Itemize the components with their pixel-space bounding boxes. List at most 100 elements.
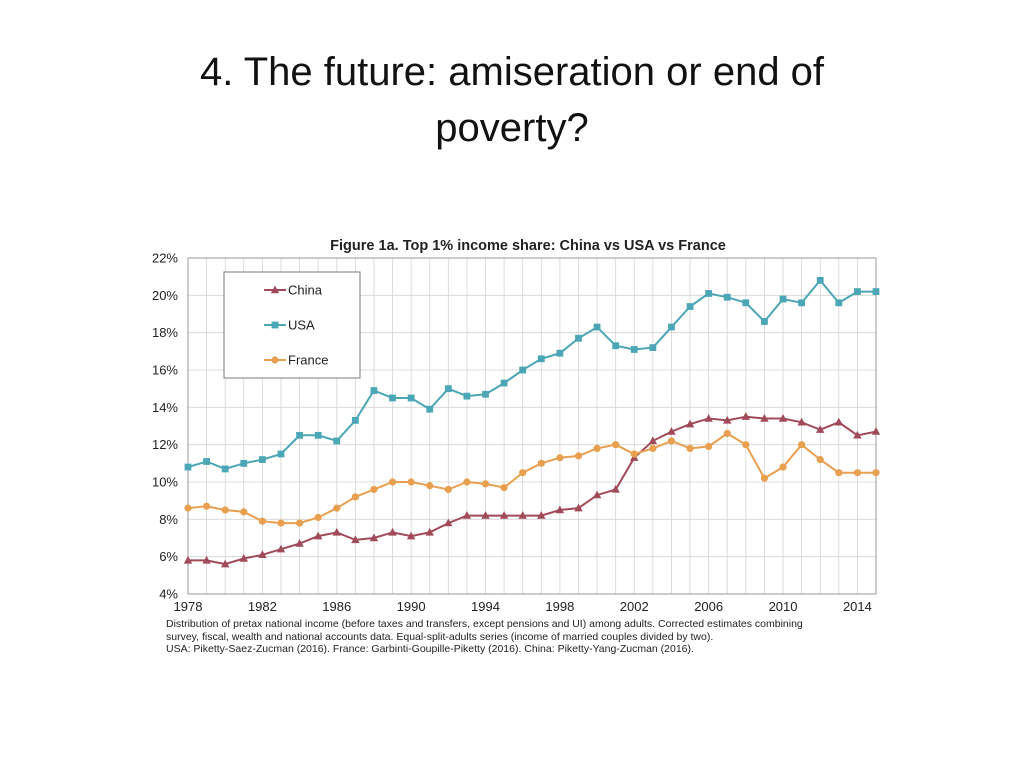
data-point-china <box>499 511 509 519</box>
data-point-usa <box>240 459 248 467</box>
y-tick-label: 14% <box>152 400 178 415</box>
x-tick-label: 2014 <box>843 599 872 614</box>
y-tick-label: 8% <box>159 512 178 527</box>
caption-line-1: Distribution of pretax national income (… <box>166 618 803 630</box>
data-point-usa <box>333 437 341 445</box>
data-point-china <box>425 527 434 536</box>
data-point-france <box>500 484 508 492</box>
x-tick-label: 2002 <box>620 599 649 614</box>
data-point-france <box>574 452 583 460</box>
data-point-china <box>295 539 304 547</box>
y-tick-label: 22% <box>152 251 178 266</box>
legend-label-france: France <box>288 353 328 368</box>
data-point-usa <box>686 303 694 310</box>
slide-title-line1: 4. The future: amiseration or end of <box>199 50 825 94</box>
axes: 4% 6% 8% 10% 12% 14% 16% 18% 20% 22% 1978 1982 1986 1… <box>152 251 877 614</box>
series-line-china <box>188 415 877 566</box>
y-tick-label: 6% <box>159 549 178 564</box>
data-point-france <box>872 469 880 477</box>
caption-line-2: survey, fiscal, wealth and national acco… <box>166 630 714 643</box>
x-tick-label: 1994 <box>471 599 500 614</box>
data-point-usa <box>296 431 303 439</box>
data-point-china <box>202 555 211 564</box>
data-point-france <box>593 444 601 452</box>
data-point-usa <box>723 293 731 301</box>
x-tick-label: 1990 <box>397 599 426 614</box>
data-point-france <box>221 506 229 514</box>
x-tick-label: 2006 <box>694 599 723 614</box>
data-point-france <box>519 469 527 477</box>
data-point-france <box>816 456 824 464</box>
x-tick-label: 1982 <box>248 599 277 614</box>
data-point-china <box>276 544 286 553</box>
data-point-china <box>313 531 323 540</box>
data-point-usa <box>203 458 210 465</box>
data-point-china <box>871 427 881 435</box>
data-point-china <box>574 503 583 512</box>
data-point-china <box>518 511 527 519</box>
data-point-france <box>277 519 285 527</box>
data-point-usa <box>612 342 620 350</box>
x-tick-label: 1978 <box>174 599 203 614</box>
series-china <box>183 412 881 568</box>
data-point-usa <box>389 394 396 402</box>
data-point-china <box>834 417 844 426</box>
data-point-usa <box>351 417 359 424</box>
data-point-france <box>537 459 545 467</box>
data-point-france <box>612 441 620 449</box>
data-point-france <box>202 502 211 510</box>
data-point-france <box>798 441 806 449</box>
data-point-usa <box>444 385 452 393</box>
data-point-france <box>835 469 843 477</box>
y-tick-label: 10% <box>152 475 178 490</box>
data-point-france <box>779 463 787 471</box>
data-point-france <box>388 478 397 486</box>
data-point-china <box>778 414 788 422</box>
data-point-france <box>556 454 564 462</box>
data-point-usa <box>649 344 657 351</box>
data-point-china <box>555 505 565 514</box>
data-point-france <box>705 442 713 451</box>
income-share-chart: Figure 1a. Top 1% income share: China vs… <box>152 238 881 614</box>
data-point-usa <box>314 431 322 439</box>
data-point-china <box>741 412 751 420</box>
data-point-china <box>220 559 230 568</box>
data-point-usa <box>761 318 768 325</box>
data-point-france <box>686 444 694 452</box>
data-point-china <box>816 425 825 433</box>
series-france <box>184 429 880 527</box>
data-point-usa <box>463 392 471 400</box>
legend-marker-china <box>270 285 280 294</box>
legend-label-china: China <box>288 283 323 298</box>
data-point-usa <box>779 295 787 303</box>
data-point-france <box>444 485 452 494</box>
data-point-usa <box>258 456 266 463</box>
data-point-france <box>667 437 676 445</box>
y-tick-label: 18% <box>152 325 178 340</box>
data-point-usa <box>184 463 192 471</box>
x-tick-label: 1986 <box>322 599 351 614</box>
data-point-france <box>295 519 304 527</box>
data-point-usa <box>407 394 415 402</box>
data-point-usa <box>537 355 545 363</box>
data-point-china <box>648 436 658 445</box>
data-point-usa <box>668 323 675 331</box>
series-layer <box>183 277 881 568</box>
data-point-france <box>184 504 192 512</box>
data-point-china <box>444 518 453 527</box>
slide-title: 4. The future: amiseration or end of pov… <box>112 44 912 156</box>
data-point-usa <box>816 277 824 284</box>
chart-title: Figure 1a. Top 1% income share: China vs… <box>330 238 726 254</box>
data-point-china <box>611 484 620 493</box>
data-point-usa <box>426 405 434 413</box>
data-point-china <box>667 427 676 435</box>
y-tick-label: 12% <box>152 437 178 452</box>
data-point-china <box>406 531 416 540</box>
data-point-usa <box>798 299 806 307</box>
data-point-france <box>742 441 750 449</box>
data-point-usa <box>593 323 601 331</box>
data-point-usa <box>705 290 713 297</box>
data-point-usa <box>500 379 508 387</box>
legend-marker-france <box>271 356 279 364</box>
data-point-china <box>481 511 490 519</box>
